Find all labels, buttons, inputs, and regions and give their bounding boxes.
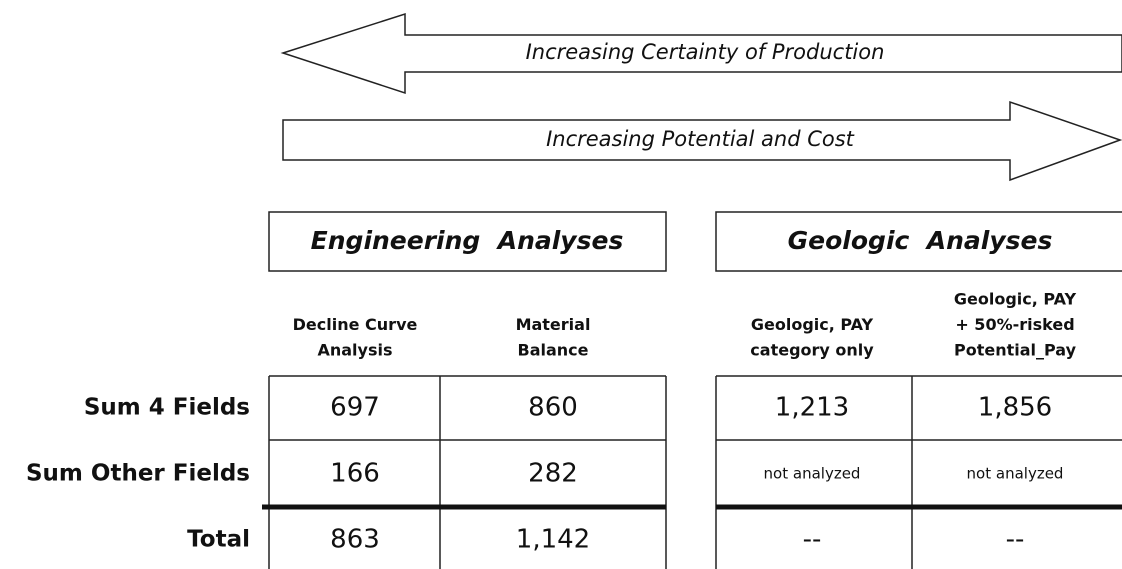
cell: -- <box>803 525 822 555</box>
column-header: Balance <box>518 341 589 360</box>
column-header: Potential_Pay <box>954 341 1077 360</box>
cell: not analyzed <box>967 465 1064 483</box>
table-lines <box>262 375 1122 569</box>
cell: 860 <box>528 393 578 423</box>
column-header: Material <box>516 315 591 334</box>
column-header: Geologic, PAY <box>954 290 1077 309</box>
cell: -- <box>1006 525 1025 555</box>
group-title: Engineering Analyses <box>311 226 624 255</box>
cell: 282 <box>528 459 578 489</box>
left-arrow-label: Increasing Certainty of Production <box>526 40 885 64</box>
row-label: Sum Other Fields <box>26 461 250 487</box>
left-arrow <box>280 12 1122 95</box>
cell: 863 <box>330 525 380 555</box>
group-box <box>715 211 1122 272</box>
right-arrow-label: Increasing Potential and Cost <box>546 127 855 151</box>
row-label: Sum 4 Fields <box>84 395 250 421</box>
cell: not analyzed <box>764 465 861 483</box>
column-header: Geologic, PAY <box>751 315 874 334</box>
row-label: Total <box>187 527 250 553</box>
cell: 1,142 <box>516 525 590 555</box>
group-title: Geologic Analyses <box>788 226 1053 255</box>
cell: 1,213 <box>775 393 849 423</box>
group-box <box>268 211 667 272</box>
cell: 166 <box>330 459 380 489</box>
column-header: + 50%-risked <box>955 315 1074 334</box>
cell: 1,856 <box>978 393 1052 423</box>
right-arrow <box>282 100 1122 182</box>
cell: 697 <box>330 393 380 423</box>
column-header: Decline Curve <box>293 315 418 334</box>
column-header: category only <box>750 341 874 360</box>
column-header: Analysis <box>317 341 392 360</box>
